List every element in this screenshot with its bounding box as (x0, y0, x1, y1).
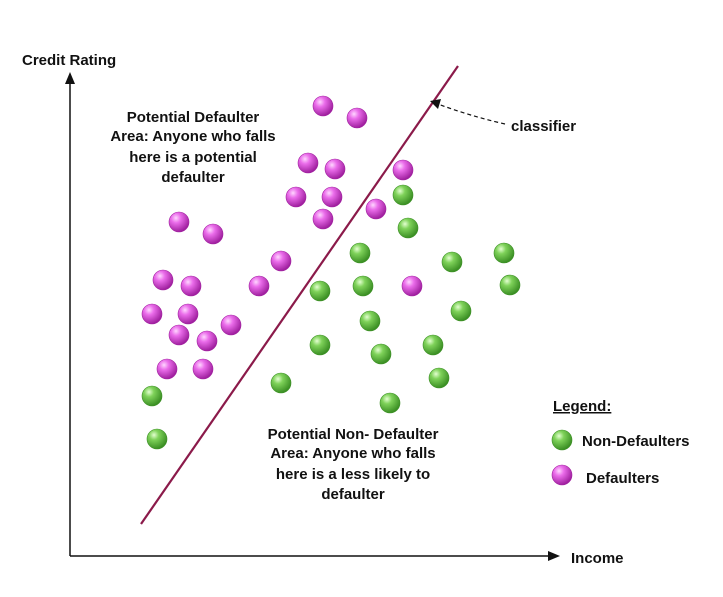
defaulter-note-line: defaulter (161, 169, 225, 186)
defaulter-point (321, 186, 343, 208)
non-defaulter-point (392, 184, 414, 206)
defaulter-point (192, 358, 214, 380)
defaulter-note-line: Potential Defaulter (127, 109, 260, 126)
non-defaulter-point (309, 334, 331, 356)
non-defaulter-point (379, 392, 401, 414)
defaulter-point (312, 95, 334, 117)
non-defaulter-point (309, 280, 331, 302)
defaulter-point (270, 250, 292, 272)
defaulter-point (324, 158, 346, 180)
non-defaulter-point (499, 274, 521, 296)
defaulter-point (312, 208, 334, 230)
defaulter-point (152, 269, 174, 291)
non-defaulter-note-line: defaulter (321, 486, 385, 503)
classifier-line (140, 65, 459, 525)
x-axis-label: Income (571, 550, 624, 567)
non-defaulter-point (370, 343, 392, 365)
legend: Legend: Non-Defaulters Defaulters (551, 398, 690, 487)
defaulter-points (141, 95, 423, 380)
defaulter-point (401, 275, 423, 297)
legend-non-defaulter-label: Non-Defaulters (582, 433, 690, 450)
defaulter-point (365, 198, 387, 220)
non-defaulter-point (359, 310, 381, 332)
defaulter-note-line: here is a potential (129, 149, 257, 166)
defaulter-point (156, 358, 178, 380)
legend-defaulter-marker (551, 464, 573, 486)
non-defaulter-point (428, 367, 450, 389)
non-defaulter-point (441, 251, 463, 273)
legend-title: Legend: (553, 398, 611, 415)
defaulter-point (392, 159, 414, 181)
defaulter-point (177, 303, 199, 325)
x-axis-arrow-icon (548, 551, 560, 561)
classifier-pointer (437, 103, 506, 125)
defaulter-region-note: Potential Defaulter Area: Anyone who fal… (110, 109, 275, 186)
classifier-label: classifier (511, 118, 576, 135)
non-defaulter-note-line: here is a less likely to (276, 466, 430, 483)
non-defaulter-points (141, 184, 521, 450)
defaulter-point (285, 186, 307, 208)
defaulter-point (196, 330, 218, 352)
legend-non-defaulter-marker (551, 429, 573, 451)
defaulter-point (346, 107, 368, 129)
defaulter-point (168, 211, 190, 233)
defaulter-point (141, 303, 163, 325)
non-defaulter-point (493, 242, 515, 264)
non-defaulter-point (146, 428, 168, 450)
non-defaulter-point (141, 385, 163, 407)
classifier: classifier (140, 65, 576, 525)
classifier-pointer-arrow-icon (430, 99, 441, 109)
non-defaulter-note-line: Area: Anyone who falls (270, 445, 435, 462)
defaulter-point (168, 324, 190, 346)
non-defaulter-point (450, 300, 472, 322)
non-defaulter-point (422, 334, 444, 356)
defaulter-point (180, 275, 202, 297)
non-defaulter-point (352, 275, 374, 297)
non-defaulter-note-line: Potential Non- Defaulter (268, 426, 439, 443)
y-axis-label: Credit Rating (22, 52, 116, 69)
legend-defaulter-label: Defaulters (586, 470, 659, 487)
defaulter-point (297, 152, 319, 174)
non-defaulter-point (349, 242, 371, 264)
defaulter-point (248, 275, 270, 297)
defaulter-point (202, 223, 224, 245)
non-defaulter-point (270, 372, 292, 394)
defaulter-point (220, 314, 242, 336)
non-defaulter-point (397, 217, 419, 239)
y-axis-arrow-icon (65, 72, 75, 84)
non-defaulter-region-note: Potential Non- Defaulter Area: Anyone wh… (268, 426, 439, 503)
axes: Credit Rating Income (22, 52, 624, 567)
defaulter-note-line: Area: Anyone who falls (110, 128, 275, 145)
